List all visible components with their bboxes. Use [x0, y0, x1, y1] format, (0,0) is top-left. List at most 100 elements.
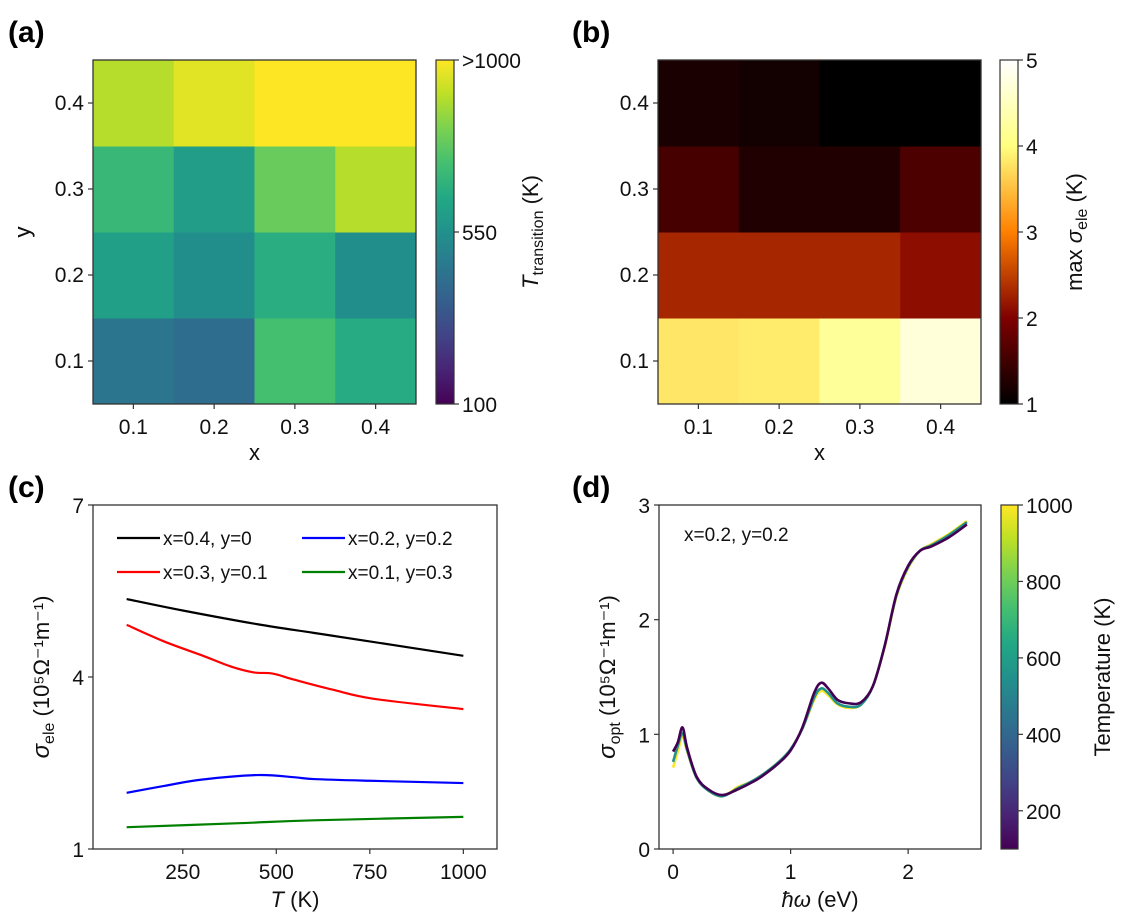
panel-b-colorbar-tick-label: 3 [1026, 222, 1038, 245]
panel-d-x-axis-label-unit: (eV) [811, 887, 859, 912]
panel-b-cell [900, 318, 982, 405]
panel-c-legend-label-3: x=0.1, y=0.3 [348, 563, 453, 584]
panel-c-series-line-3 [126, 815, 464, 829]
panel-b-x-tick-label: 0.4 [926, 416, 956, 439]
panel-c-series-line-2 [126, 773, 464, 794]
panel-b-colorbar-label-pre: max [1062, 243, 1087, 291]
panel-b-y-tick-label: 0.4 [620, 92, 650, 115]
panel-d-x-axis-label-symbol: ħω [781, 887, 810, 912]
panel-a-colorbar-tick-label: >1000 [462, 50, 521, 73]
panel-c-y-axis-label-symbol: σ [28, 742, 55, 758]
panel-a-x-tick-label: 0.3 [280, 416, 309, 439]
panel-d-y-tick-label: 1 [638, 724, 650, 747]
panel-a-colorbar-label-sub: transition [530, 211, 547, 276]
panel-b-y-tick-label: 0.1 [620, 350, 649, 373]
panel-c-y-axis-label-unit: (10⁵Ω⁻¹m⁻¹) [29, 596, 54, 723]
panel-a-y-tick-label: 0.1 [55, 350, 84, 373]
panel-a-cell [173, 60, 255, 147]
panel-d-line-chart: 0 1 2 0 1 2 3 ħω (eV) σopt (10⁵Ω⁻¹m⁻¹) x=0.2, y=0… [594, 495, 1115, 912]
panel-b-x-tick-label: 0.1 [684, 416, 713, 439]
panel-b-colorbar-label-unit: (K) [1062, 173, 1087, 208]
panel-a-y-tick-label: 0.3 [55, 178, 84, 201]
panel-a-cell [173, 146, 255, 233]
panel-a-colorbar-tick-label: 550 [462, 222, 497, 245]
panel-c-x-axis-label-unit: (K) [284, 887, 319, 912]
panel-b-cell [900, 146, 982, 233]
panel-c-legend-label-2: x=0.2, y=0.2 [348, 529, 453, 550]
panel-b-cell [819, 146, 901, 233]
panel-d-y-axis-label-symbol: σ [594, 743, 621, 759]
panel-a-cell [93, 60, 175, 147]
panel-a-cell [93, 318, 175, 405]
panel-b-x-axis-label: x [814, 440, 825, 465]
panel-a-colorbar-label-symbol: T [518, 274, 543, 289]
panel-a-cell [254, 146, 336, 233]
panel-c-x-tick-label: 1000 [440, 861, 487, 884]
panel-a-colorbar-label: Ttransition (K) [518, 175, 547, 289]
panel-a-cell [93, 232, 175, 319]
panel-d-colorbar-tick-label: 1000 [1026, 495, 1073, 518]
panel-a-cell [335, 232, 417, 319]
panel-b-colorbar-label: max σele (K) [1062, 173, 1091, 291]
panel-label-d: (d) [572, 471, 610, 504]
panel-a-heatmap: 0.1 0.2 0.3 0.4 0.1 0.2 0.3 0.4 x y 100 550 >1000 Ttr… [10, 50, 547, 465]
panel-c-x-tick-label: 500 [259, 861, 294, 884]
panel-d-colorbar-label: Temperature (K) [1090, 598, 1115, 757]
panel-a-cell [173, 318, 255, 405]
panel-c-series-line-1 [126, 623, 464, 711]
panel-d-y-axis-label-sub: opt [607, 722, 624, 745]
panel-b-colorbar-tick-label: 4 [1026, 136, 1038, 159]
panel-a-y-tick-label: 0.4 [55, 92, 85, 115]
panel-b-y-tick-label: 0.3 [620, 178, 649, 201]
panel-b-cell [658, 232, 740, 319]
panel-a-cell [93, 146, 175, 233]
panel-label-b: (b) [572, 16, 610, 49]
panel-b-cell [738, 232, 820, 319]
panel-a-colorbar-label-unit: (K) [518, 175, 543, 210]
panel-b-cell [819, 60, 901, 147]
panel-b-cell [738, 318, 820, 405]
panel-a-cell [335, 146, 417, 233]
panel-c-series-line-0 [126, 597, 464, 657]
panel-b-cell [900, 60, 982, 147]
panel-d-y-tick-label: 0 [638, 839, 650, 862]
panel-a-colorbar-tick-label: 100 [462, 394, 497, 417]
panel-a-frame [92, 59, 417, 405]
panel-d-colorbar [1000, 504, 1019, 850]
panel-a-x-tick-label: 0.4 [361, 416, 391, 439]
panel-d-colorbar-tick-label: 600 [1026, 648, 1061, 671]
panel-b-colorbar-label-symbol: σ [1062, 229, 1087, 243]
panel-b-colorbar-tick-label: 1 [1026, 394, 1038, 417]
panel-b-cell [738, 146, 820, 233]
panel-d-colorbar-tick-label: 200 [1026, 801, 1061, 824]
panel-d-y-axis-label-unit: (10⁵Ω⁻¹m⁻¹) [595, 595, 620, 722]
panel-c-y-axis-label-sub: ele [41, 722, 58, 743]
panel-c-x-axis-label-symbol: T [271, 887, 286, 912]
panel-b-x-tick-label: 0.3 [845, 416, 874, 439]
panel-c-x-tick-label: 250 [165, 861, 200, 884]
panel-d-x-tick-label: 1 [785, 861, 797, 884]
panel-c-frame [92, 504, 498, 850]
panel-d-y-tick-label: 2 [638, 610, 650, 633]
panel-a-y-tick-label: 0.2 [55, 264, 84, 287]
panel-d-frame [658, 504, 982, 850]
panel-c-legend-label-0: x=0.4, y=0 [163, 529, 252, 550]
panel-c-x-tick-label: 750 [352, 861, 387, 884]
panel-b-colorbar-tick-label: 2 [1026, 308, 1038, 331]
panel-b-cell [658, 60, 740, 147]
panel-a-colorbar [435, 59, 455, 405]
panel-a-cell [335, 318, 417, 405]
panel-b-frame [657, 59, 982, 405]
panel-a-cell [254, 60, 336, 147]
panel-label-a: (a) [8, 16, 45, 49]
panel-b-heatmap: 0.1 0.2 0.3 0.4 0.1 0.2 0.3 0.4 x y 1 2 3 4 5 max σele … [10, 50, 1091, 465]
panel-b-y-axis-label: y [10, 227, 35, 238]
panel-c-y-tick-label: 1 [72, 839, 84, 862]
panel-c-y-tick-label: 7 [72, 495, 84, 518]
panel-d-annotation: x=0.2, y=0.2 [684, 525, 789, 546]
panel-b-cell [658, 318, 740, 405]
panel-c-legend-label-1: x=0.3, y=0.1 [163, 563, 268, 584]
panel-d-y-tick-label: 3 [638, 495, 650, 518]
panel-b-x-tick-label: 0.2 [765, 416, 794, 439]
